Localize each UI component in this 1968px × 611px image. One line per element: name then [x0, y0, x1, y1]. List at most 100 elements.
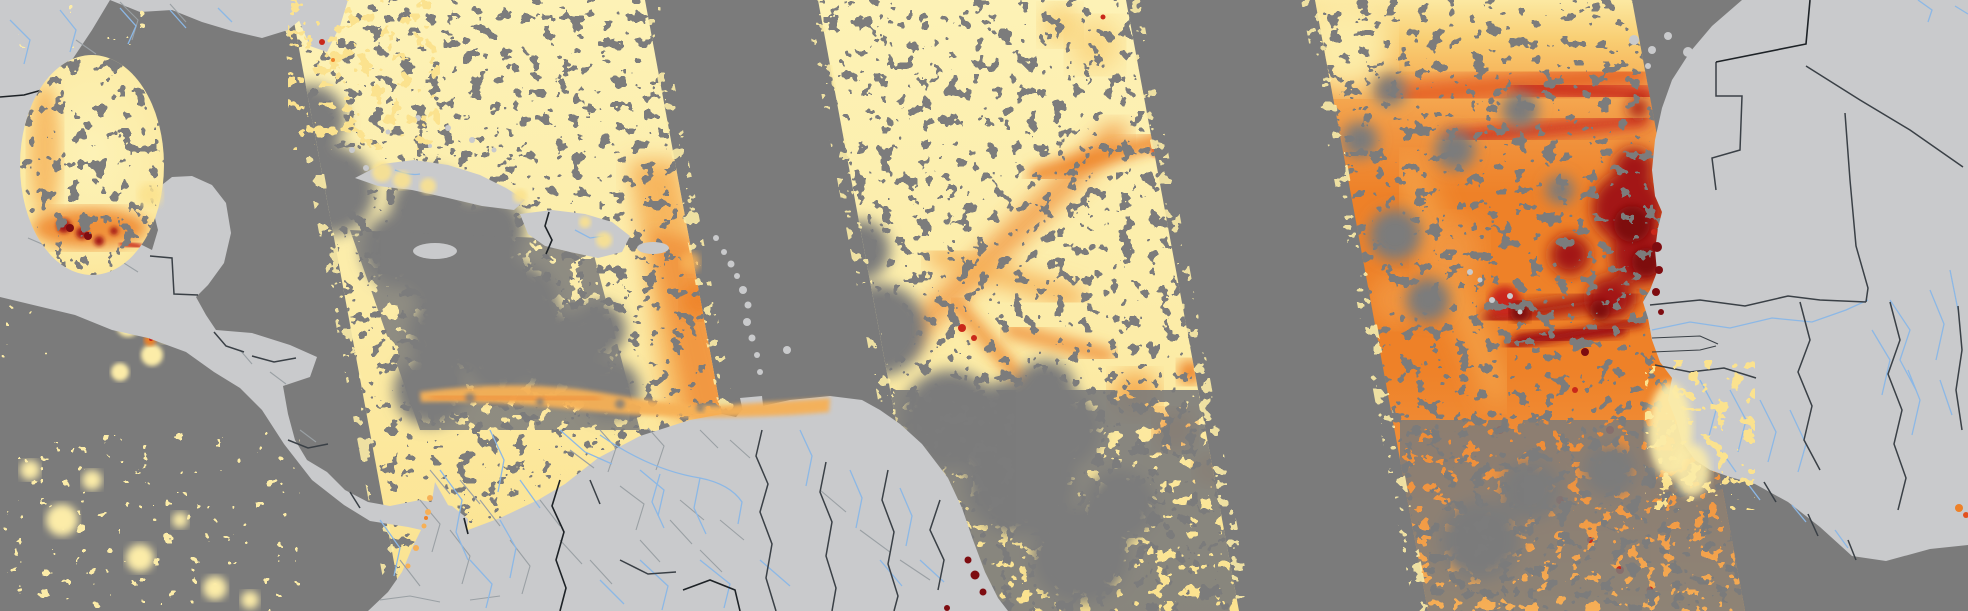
data-patch	[372, 162, 392, 182]
admin-border	[399, 559, 421, 587]
island	[748, 334, 756, 342]
land-puerto-rico	[637, 242, 669, 254]
river	[169, 9, 187, 29]
country-border	[619, 559, 677, 575]
island	[1702, 36, 1710, 44]
river-senegal	[1651, 299, 1869, 331]
admin-border	[569, 449, 595, 469]
country-border	[929, 499, 945, 591]
speckle-patch	[138, 183, 162, 207]
speckle-patch	[46, 504, 78, 536]
speckle-patch	[172, 512, 188, 528]
island	[1507, 293, 1513, 299]
island	[1645, 63, 1651, 69]
river	[1917, 0, 1933, 23]
river	[439, 469, 469, 561]
country-border	[1797, 301, 1821, 471]
admin-border	[589, 559, 613, 585]
river	[1954, 5, 1968, 15]
speckle-patch	[241, 591, 259, 609]
admin-border	[379, 595, 441, 603]
maroon-speckle	[979, 588, 987, 596]
country-border	[1955, 305, 1963, 431]
edge-speckle	[1301, 0, 1430, 611]
country-border	[1887, 301, 1907, 511]
border-w-sahara	[1715, 0, 1811, 63]
river	[759, 559, 791, 587]
island-data-patches	[372, 162, 700, 272]
cloud-gap-blob	[615, 399, 625, 409]
red-speckle	[319, 39, 325, 45]
coast-speckle	[421, 523, 427, 529]
data-patch	[596, 232, 612, 248]
river	[693, 477, 707, 535]
cloud-gap-blob	[536, 398, 544, 406]
data-patch	[513, 189, 527, 203]
country-border	[1763, 481, 1777, 503]
river	[651, 473, 665, 529]
land-jamaica	[413, 243, 457, 259]
island	[363, 165, 369, 171]
island	[491, 147, 497, 153]
admin-border	[859, 529, 891, 553]
river	[899, 487, 913, 547]
island	[1648, 46, 1656, 54]
river	[489, 429, 505, 493]
maroon-speckle	[1658, 309, 1664, 315]
river	[519, 479, 541, 509]
river	[499, 519, 517, 579]
island	[757, 369, 763, 375]
edge-speckle	[276, 0, 405, 611]
senegal-coast-red-spots	[1651, 229, 1664, 315]
cloud-speckle-holes	[20, 55, 164, 275]
country-border	[251, 355, 297, 363]
country-border	[149, 255, 199, 296]
island	[1517, 309, 1523, 315]
maroon-speckle	[1652, 242, 1662, 252]
river	[699, 559, 731, 609]
island	[754, 352, 760, 358]
river	[599, 579, 625, 605]
country-border	[349, 491, 361, 509]
country-borders	[149, 62, 1964, 611]
data-patch	[393, 171, 411, 189]
river	[394, 169, 421, 176]
river	[849, 469, 863, 529]
admin-border	[899, 559, 931, 581]
sparse-speckle-field	[0, 430, 300, 611]
sparse-speckle-field	[0, 0, 150, 48]
admin-border	[639, 539, 661, 563]
island	[734, 273, 740, 279]
brazil-coast-maroon-spots	[944, 556, 987, 611]
maroon-speckle	[964, 556, 972, 564]
coast-speckle	[424, 516, 428, 520]
island	[1489, 297, 1495, 303]
admin-border	[269, 371, 287, 385]
country-border	[1649, 295, 1867, 307]
land-north-america-mexico-central-america	[0, 0, 300, 38]
data-patch	[1674, 444, 1710, 496]
orange-speckle	[331, 58, 335, 62]
island	[743, 318, 751, 326]
border-colombia-peru	[682, 579, 741, 611]
admin-border	[647, 427, 665, 471]
speckle-patch	[111, 363, 129, 381]
river	[1834, 529, 1849, 549]
red-speckle	[1651, 229, 1657, 235]
country-border-gambia	[1651, 335, 1719, 345]
admin-border	[459, 479, 481, 505]
edge-speckle	[1124, 0, 1253, 611]
island	[721, 249, 727, 255]
island	[713, 235, 719, 241]
colombia-pacific-coast-speckles	[405, 495, 433, 569]
speckle-patch	[203, 576, 227, 600]
river	[799, 429, 813, 487]
island	[1467, 269, 1473, 275]
country-border	[881, 469, 899, 611]
guinea-coast-data	[1645, 229, 1755, 510]
island	[469, 137, 475, 143]
country-border	[1807, 513, 1819, 537]
admin-border	[699, 549, 723, 573]
river	[1907, 369, 1921, 436]
